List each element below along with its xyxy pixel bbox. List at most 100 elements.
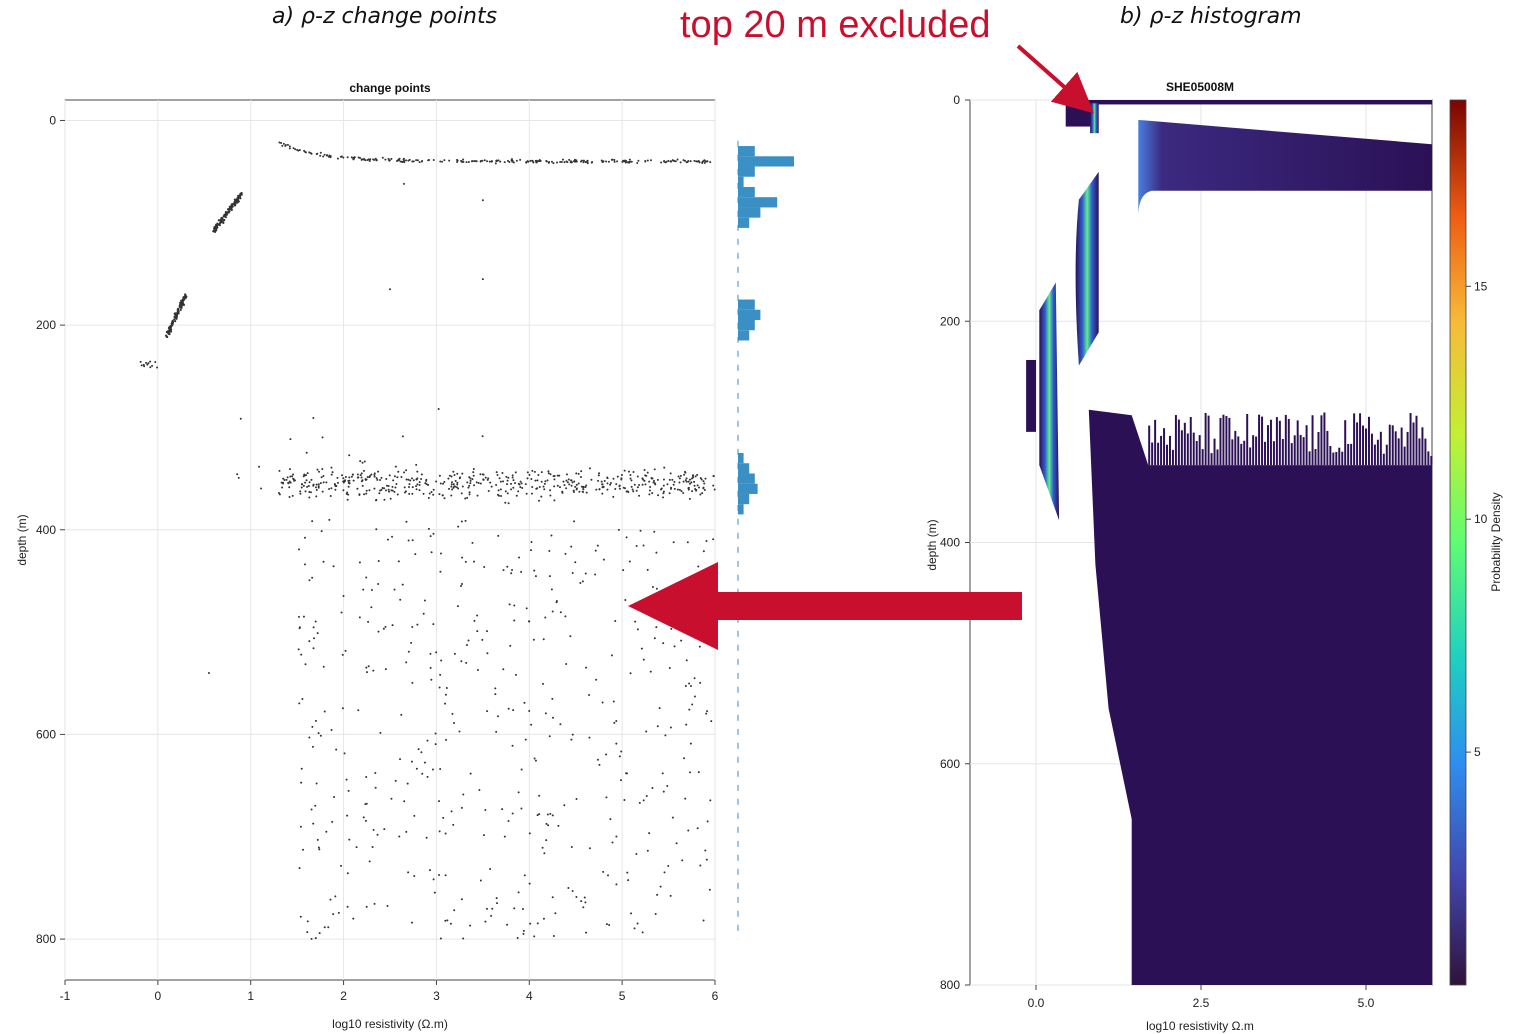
marginal-bar [738, 504, 744, 515]
data-point [457, 487, 460, 490]
data-point [357, 156, 360, 159]
data-point [376, 478, 379, 481]
data-point [405, 469, 408, 472]
marginal-bar [738, 453, 744, 464]
data-point [524, 483, 527, 486]
data-point [627, 879, 630, 882]
data-point [377, 470, 380, 473]
data-point [415, 463, 418, 466]
data-point [441, 494, 444, 497]
y-tick-label: 400 [36, 523, 56, 537]
heat-spike [1216, 449, 1219, 466]
data-point [373, 902, 376, 905]
data-point [438, 873, 441, 876]
data-point [236, 473, 239, 476]
data-point [311, 745, 314, 748]
data-point [616, 475, 619, 478]
data-point [311, 725, 314, 728]
data-point [360, 472, 363, 475]
data-point [548, 575, 551, 578]
colorbar-label: Probability Density [1489, 492, 1503, 591]
data-point [432, 532, 435, 535]
data-point [508, 603, 511, 606]
data-point [231, 205, 234, 208]
data-point [305, 474, 308, 477]
data-point [373, 473, 376, 476]
data-point [330, 728, 333, 731]
data-point [360, 158, 363, 161]
data-point [578, 490, 581, 493]
data-point [628, 158, 631, 161]
data-point [174, 320, 177, 323]
data-point [479, 159, 482, 162]
data-point [311, 576, 314, 579]
marginal-bar [738, 146, 755, 157]
data-point [445, 738, 448, 741]
plot-a-ticks: -1 0 1 2 3 4 5 6 0 200 400 600 800 [36, 113, 719, 1003]
data-point [467, 486, 470, 489]
data-point [556, 474, 559, 477]
heat-spike [1192, 432, 1195, 466]
data-point [662, 790, 665, 793]
data-point [460, 520, 463, 523]
data-point [176, 308, 180, 311]
data-point [452, 823, 455, 826]
data-point [435, 480, 438, 483]
data-point [435, 651, 438, 654]
data-point [337, 911, 340, 914]
data-point [300, 486, 303, 489]
heat-spike [1154, 419, 1157, 466]
data-point [623, 487, 626, 490]
data-point [321, 490, 324, 493]
data-point [414, 553, 417, 556]
data-point [401, 435, 404, 438]
data-point [405, 520, 408, 523]
data-point [346, 498, 349, 501]
plot-b-title: SHE05008M [1166, 80, 1234, 94]
data-point [175, 317, 178, 320]
data-point [383, 828, 386, 831]
data-point [319, 482, 322, 485]
y-tick-label: 200 [940, 314, 960, 328]
data-point [644, 483, 647, 486]
data-point [570, 484, 573, 487]
data-point [390, 489, 393, 492]
data-point [507, 476, 510, 479]
data-point [346, 905, 349, 908]
data-point [623, 160, 626, 163]
data-point [579, 476, 582, 479]
data-point [217, 219, 220, 222]
data-point [551, 896, 554, 899]
heat-mid-band [1075, 171, 1099, 366]
data-point [517, 791, 520, 794]
data-point [278, 141, 281, 144]
heat-spike [1269, 419, 1272, 466]
data-point [568, 483, 571, 486]
data-point [649, 670, 652, 673]
data-point [362, 469, 365, 472]
data-point [514, 482, 517, 485]
data-point [486, 652, 489, 655]
data-point [648, 480, 651, 483]
data-point [627, 491, 630, 494]
data-point [549, 812, 552, 815]
data-point [288, 486, 291, 489]
data-point [396, 493, 399, 496]
data-point [663, 871, 666, 874]
data-point [704, 477, 707, 480]
data-point [522, 929, 525, 932]
data-point [401, 583, 404, 586]
marginal-bar [738, 483, 758, 494]
data-point [528, 832, 531, 835]
data-point [299, 490, 302, 493]
data-point [361, 461, 364, 464]
heat-spike [1171, 449, 1174, 466]
data-point [605, 753, 608, 756]
data-point [641, 931, 644, 934]
data-point [685, 161, 688, 164]
data-point [530, 723, 533, 726]
data-point [509, 644, 512, 647]
data-point [618, 487, 621, 490]
data-point [507, 707, 510, 710]
data-point [545, 839, 548, 842]
